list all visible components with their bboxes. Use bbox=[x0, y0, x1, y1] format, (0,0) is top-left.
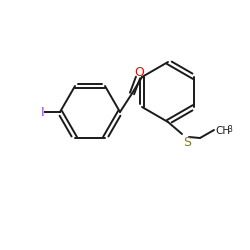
Text: O: O bbox=[134, 66, 144, 79]
Text: CH: CH bbox=[215, 126, 230, 136]
Text: 3: 3 bbox=[227, 124, 232, 134]
Text: I: I bbox=[40, 106, 44, 118]
Text: S: S bbox=[183, 136, 191, 149]
